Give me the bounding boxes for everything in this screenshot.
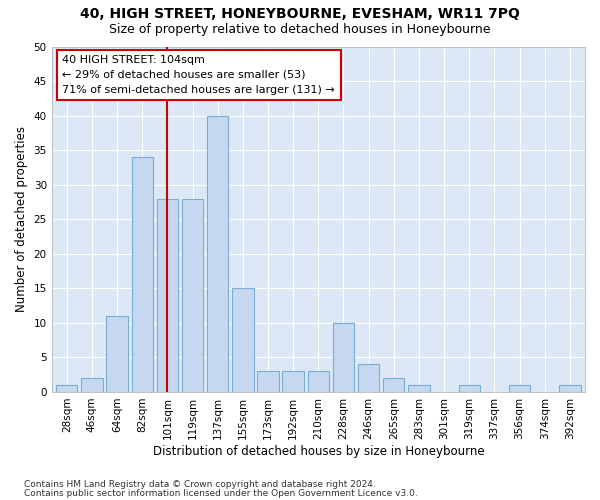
Bar xyxy=(458,385,480,392)
Bar xyxy=(157,198,178,392)
Text: Size of property relative to detached houses in Honeybourne: Size of property relative to detached ho… xyxy=(109,22,491,36)
Bar xyxy=(106,316,128,392)
Bar xyxy=(207,116,229,392)
Y-axis label: Number of detached properties: Number of detached properties xyxy=(15,126,28,312)
Text: Contains public sector information licensed under the Open Government Licence v3: Contains public sector information licen… xyxy=(24,489,418,498)
Bar xyxy=(308,371,329,392)
Bar xyxy=(182,198,203,392)
X-axis label: Distribution of detached houses by size in Honeybourne: Distribution of detached houses by size … xyxy=(152,444,484,458)
Text: 40 HIGH STREET: 104sqm
← 29% of detached houses are smaller (53)
71% of semi-det: 40 HIGH STREET: 104sqm ← 29% of detached… xyxy=(62,55,335,94)
Bar xyxy=(283,371,304,392)
Bar xyxy=(257,371,279,392)
Bar xyxy=(56,385,77,392)
Bar xyxy=(358,364,379,392)
Bar xyxy=(559,385,581,392)
Text: 40, HIGH STREET, HONEYBOURNE, EVESHAM, WR11 7PQ: 40, HIGH STREET, HONEYBOURNE, EVESHAM, W… xyxy=(80,8,520,22)
Bar xyxy=(408,385,430,392)
Bar xyxy=(131,157,153,392)
Bar xyxy=(509,385,530,392)
Bar xyxy=(383,378,404,392)
Text: Contains HM Land Registry data © Crown copyright and database right 2024.: Contains HM Land Registry data © Crown c… xyxy=(24,480,376,489)
Bar xyxy=(333,323,354,392)
Bar xyxy=(81,378,103,392)
Bar xyxy=(232,288,254,392)
